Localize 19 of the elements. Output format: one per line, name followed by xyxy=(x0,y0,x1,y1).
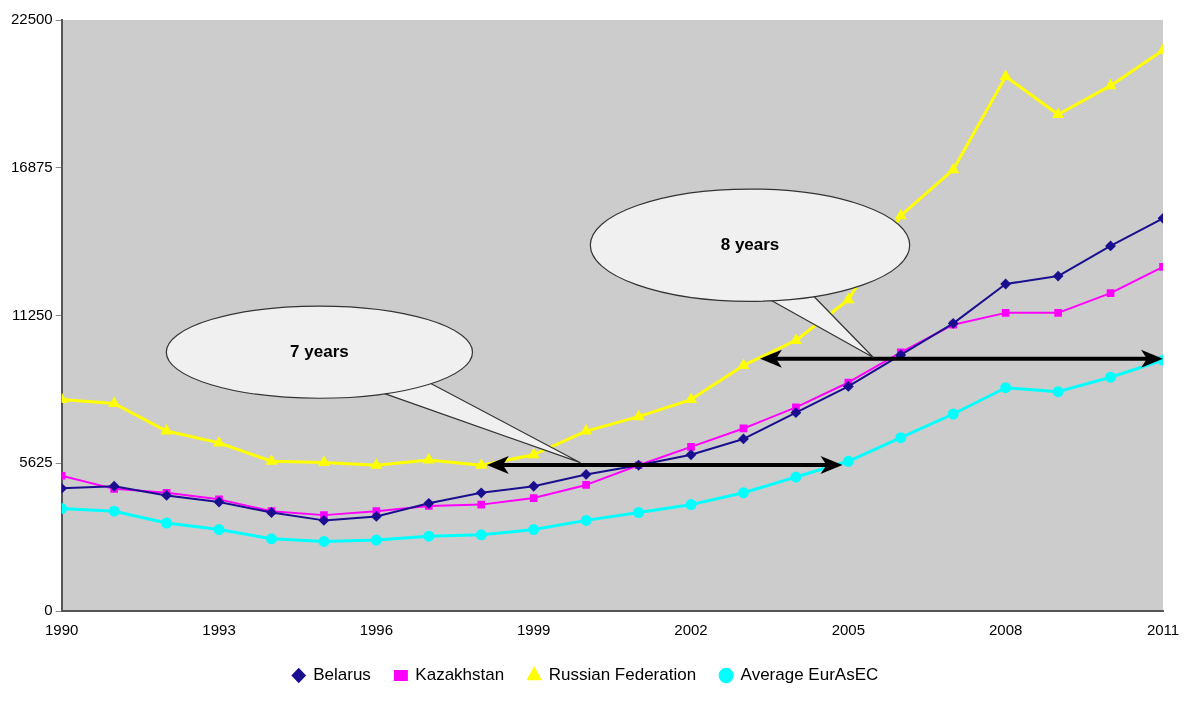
legend-label: Russian Federation xyxy=(548,665,697,685)
legend-label: Kazakhstan xyxy=(415,665,505,685)
x-tick-label: 1990 xyxy=(45,621,79,639)
y-tick-label: 16875 xyxy=(10,157,53,175)
x-tick-label: 2008 xyxy=(988,621,1023,639)
x-tick-label: 1993 xyxy=(202,621,236,639)
y-tick-label: 5625 xyxy=(19,453,53,471)
x-tick-label: 2011 xyxy=(1146,621,1180,639)
x-tick-label: 2005 xyxy=(831,621,866,639)
legend-label: Average EurAsEC xyxy=(740,665,879,685)
legend-label: Belarus xyxy=(313,665,371,685)
x-tick-label: 1996 xyxy=(359,621,394,639)
y-tick-label: 0 xyxy=(44,601,53,619)
y-tick-label: 11250 xyxy=(12,305,53,323)
x-tick-label: 1999 xyxy=(517,621,551,639)
annotation: 7 years xyxy=(290,341,349,361)
y-tick-label: 22500 xyxy=(10,10,53,28)
annotation: 8 years xyxy=(720,234,780,254)
x-tick-label: 2002 xyxy=(674,621,708,639)
